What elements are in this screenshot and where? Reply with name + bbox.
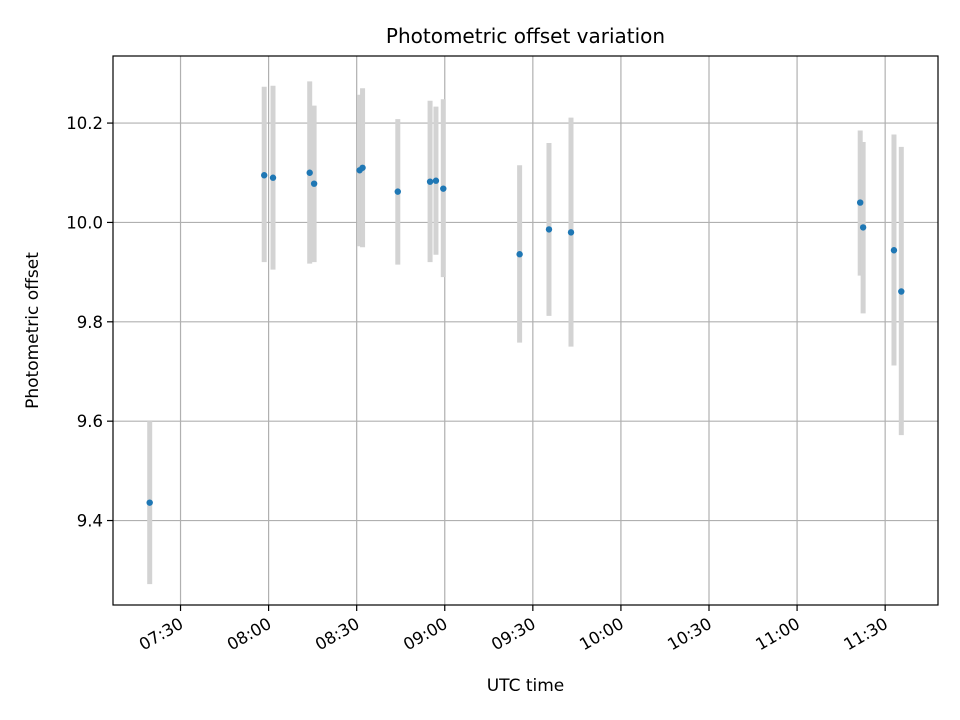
y-tick-label: 10.0 (66, 213, 103, 232)
y-tick-label: 9.4 (77, 512, 103, 531)
y-tick-label: 9.6 (77, 412, 103, 431)
data-point (306, 169, 313, 176)
data-point (261, 172, 268, 179)
data-points (146, 164, 905, 506)
data-point (856, 199, 864, 206)
data-point (898, 288, 905, 295)
data-point (394, 188, 401, 195)
data-point (426, 178, 434, 185)
axis-ticks (107, 122, 886, 611)
grid (113, 56, 938, 605)
data-point (859, 224, 867, 231)
chart-title: Photometric offset variation (386, 24, 665, 48)
x-tick-label: 10:00 (576, 614, 627, 654)
data-point (440, 185, 447, 192)
data-point (432, 177, 440, 184)
data-point (146, 499, 153, 506)
x-tick-label: 11:30 (840, 614, 891, 654)
x-tick-label: 11:00 (752, 614, 803, 654)
data-point (545, 226, 553, 233)
data-point (890, 247, 898, 254)
x-tick-labels: 07:30 08:00 08:30 09:00 09:30 10:00 10:30 11:00… (136, 614, 891, 654)
y-tick-label: 10.2 (66, 114, 103, 133)
x-tick-label: 08:00 (224, 614, 275, 654)
x-tick-label: 09:30 (488, 614, 539, 654)
x-tick-label: 09:00 (400, 614, 451, 654)
data-point (516, 251, 523, 258)
data-point (269, 174, 277, 181)
y-tick-labels: 9.4 9.6 9.8 10.0 10.2 (66, 114, 103, 530)
x-tick-label: 10:30 (664, 614, 715, 654)
plot-frame (112, 55, 939, 606)
x-tick-label: 07:30 (136, 614, 187, 654)
x-tick-label: 08:30 (312, 614, 363, 654)
y-axis-label: Photometric offset (23, 252, 43, 409)
y-tick-label: 9.8 (77, 313, 103, 332)
data-point (567, 229, 575, 236)
data-point (310, 180, 318, 187)
x-axis-label: UTC time (487, 676, 565, 696)
data-point (359, 164, 366, 171)
error-bars (147, 81, 904, 585)
